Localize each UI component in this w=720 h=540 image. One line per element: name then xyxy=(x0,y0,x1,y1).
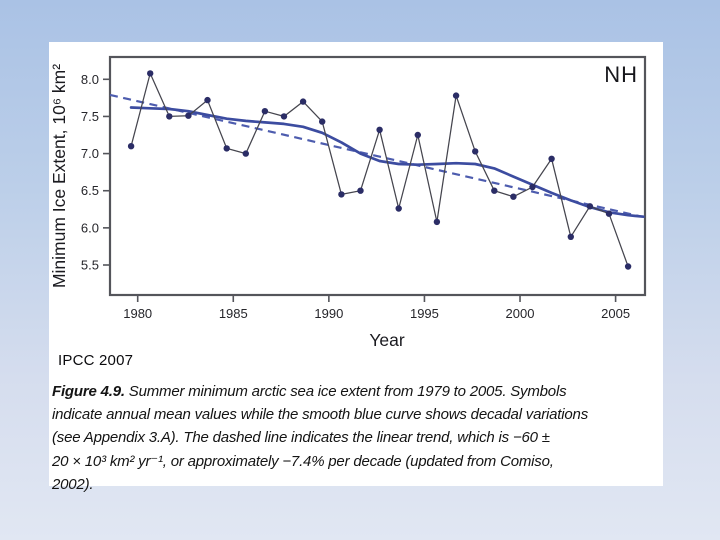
data-point xyxy=(147,70,154,77)
y-tick-label: 6.5 xyxy=(81,183,99,198)
x-tick-label: 1985 xyxy=(219,306,248,321)
plot-frame xyxy=(108,55,647,297)
caption-line: 20 × 10³ km² yr⁻¹, or approximately −7.4… xyxy=(52,450,656,473)
linear-trend-line xyxy=(109,93,639,218)
caption-line: (see Appendix 3.A). The dashed line indi… xyxy=(52,426,656,449)
data-point xyxy=(223,145,230,152)
data-point xyxy=(624,263,632,270)
data-point xyxy=(395,205,402,212)
region-label: NH xyxy=(604,62,638,87)
data-point xyxy=(548,155,555,162)
data-point xyxy=(605,210,613,217)
caption-text: (see Appendix 3.A). The dashed line indi… xyxy=(52,429,550,447)
x-tick-label: 1990 xyxy=(314,306,343,321)
data-point xyxy=(338,191,345,198)
data-point xyxy=(357,187,364,194)
y-tick-label: 8.0 xyxy=(81,72,99,87)
credit-text: IPCC 2007 xyxy=(58,352,134,369)
data-point xyxy=(433,218,441,226)
data-point xyxy=(261,108,269,115)
x-tick-label: 1995 xyxy=(410,306,439,321)
caption-text: 2002). xyxy=(52,475,94,493)
x-tick-label: 2005 xyxy=(601,306,630,321)
data-point xyxy=(127,143,135,150)
y-tick-label: 6.0 xyxy=(81,220,99,235)
y-tick-label: 7.0 xyxy=(81,146,99,161)
data-point xyxy=(376,126,383,133)
figure-caption: Figure 4.9. Summer minimum arctic sea ic… xyxy=(52,380,656,496)
caption-text: 20 × 10³ km² yr⁻¹, or approximately −7.4… xyxy=(52,452,554,470)
x-tick-label: 1980 xyxy=(123,306,152,321)
data-point xyxy=(299,98,307,105)
data-point xyxy=(491,187,498,194)
x-axis-title: Year xyxy=(369,330,405,350)
x-tick-label: 2000 xyxy=(506,306,535,321)
data-point xyxy=(472,148,479,155)
data-point xyxy=(280,113,288,120)
caption-line: Figure 4.9. Summer minimum arctic sea ic… xyxy=(52,380,656,403)
data-point xyxy=(242,150,249,157)
data-point xyxy=(185,112,192,119)
data-point xyxy=(529,183,536,191)
caption-line: indicate annual mean values while the sm… xyxy=(52,403,656,426)
data-point xyxy=(586,203,594,210)
data-point xyxy=(510,193,517,200)
caption-line: 2002). xyxy=(52,473,656,496)
data-point xyxy=(166,113,173,120)
caption-figure-number: Figure 4.9. xyxy=(52,383,125,400)
y-tick-label: 7.5 xyxy=(81,109,99,124)
data-point xyxy=(452,92,460,99)
chart-canvas: 5.5 6.0 6.5 7.0 7.5 8.0 1980 1985 1990 1995 2000 20… xyxy=(49,55,647,350)
y-tick-label: 5.5 xyxy=(81,258,99,273)
data-point xyxy=(319,118,326,125)
y-axis-title: Minimum Ice Extent, 10⁶ km² xyxy=(49,64,69,288)
caption-text: Summer minimum arctic sea ice extent fro… xyxy=(124,383,567,400)
data-point xyxy=(414,131,421,139)
data-point xyxy=(567,233,574,240)
data-point xyxy=(204,96,211,104)
caption-text: indicate annual mean values while the sm… xyxy=(52,406,588,424)
content-panel xyxy=(49,42,663,486)
